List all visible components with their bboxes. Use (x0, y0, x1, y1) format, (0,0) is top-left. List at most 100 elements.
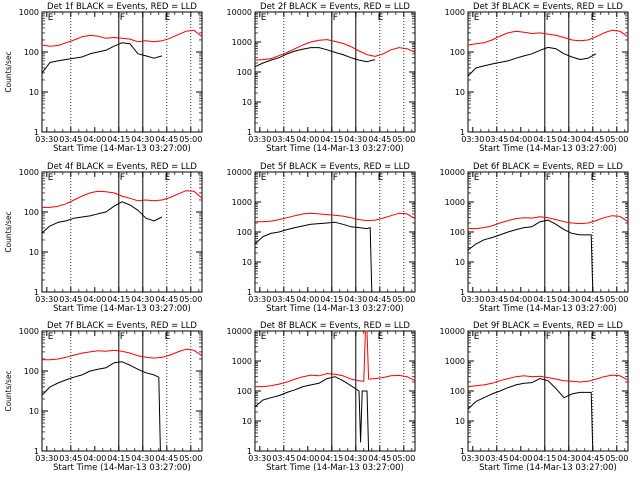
y-tick-label: 10000 (440, 168, 465, 177)
x-tick-label: 04:15 (320, 454, 343, 463)
y-tick-label: 1000 (232, 198, 252, 207)
y-tick-label: 10 (242, 417, 252, 426)
y-tick-label: 10000 (227, 8, 252, 17)
event-marker-label: E (378, 173, 384, 183)
x-tick-label: 04:30 (131, 295, 154, 304)
event-marker-label: F (333, 13, 338, 23)
x-axis-label: Start Time (14-Mar-13 03:27:00) (53, 144, 191, 154)
event-marker-label: F (546, 173, 551, 183)
y-tick-label: 1 (460, 288, 465, 297)
x-tick-label: 05:00 (179, 295, 202, 304)
x-tick-label: 03:30 (248, 295, 271, 304)
event-marker-label: E (48, 13, 54, 23)
x-tick-label: 03:45 (59, 454, 82, 463)
x-tick-label: 03:45 (272, 454, 295, 463)
x-tick-label: 04:30 (131, 454, 154, 463)
plot-frame (41, 11, 203, 133)
y-tick-label: 10000 (440, 327, 465, 336)
x-axis-label: Start Time (14-Mar-13 03:27:00) (53, 463, 191, 473)
event-marker-label: E (261, 13, 267, 23)
x-tick-label: 04:30 (131, 135, 154, 144)
x-tick-label: 03:30 (248, 454, 271, 463)
x-tick-label: 03:45 (272, 135, 295, 144)
event-marker-label: E (165, 13, 171, 23)
y-tick-label: 10 (242, 258, 252, 267)
x-tick-label: 04:00 (509, 135, 532, 144)
lld-rate-line (42, 190, 203, 208)
event-marker-label: E (378, 13, 384, 23)
plot-frame (254, 11, 416, 133)
x-tick-label: 04:15 (533, 454, 556, 463)
y-tick-label: 1 (34, 288, 39, 297)
chart-title: Det 9f BLACK = Events, RED = LLD (473, 321, 623, 331)
event-marker-label: E (165, 332, 171, 342)
x-tick-label: 04:15 (107, 135, 130, 144)
x-tick-label: 03:30 (35, 454, 58, 463)
x-tick-label: 04:30 (344, 454, 367, 463)
plot-frame (467, 330, 629, 452)
x-tick-label: 05:00 (605, 135, 628, 144)
x-tick-label: 03:45 (59, 295, 82, 304)
x-tick-label: 04:15 (533, 135, 556, 144)
x-tick-label: 04:45 (155, 295, 178, 304)
x-tick-label: 03:45 (272, 295, 295, 304)
y-tick-label: 10 (29, 88, 39, 97)
x-axis-label: Start Time (14-Mar-13 03:27:00) (266, 463, 404, 473)
y-tick-label: 10 (455, 258, 465, 267)
x-tick-label: 04:45 (581, 295, 604, 304)
x-tick-label: 04:30 (344, 295, 367, 304)
chart-title: Det 4f BLACK = Events, RED = LLD (47, 162, 197, 172)
y-tick-label: 100 (450, 387, 465, 396)
event-marker-label: F (120, 13, 125, 23)
event-rate-line (467, 46, 597, 77)
x-axis-label: Start Time (14-Mar-13 03:27:00) (266, 304, 404, 314)
plot-frame (467, 11, 629, 133)
x-tick-label: 05:00 (605, 454, 628, 463)
x-tick-label: 03:30 (461, 454, 484, 463)
x-tick-label: 03:30 (461, 295, 484, 304)
event-marker-label: F (333, 332, 338, 342)
event-rate-line (41, 201, 163, 234)
x-tick-label: 03:30 (461, 135, 484, 144)
event-marker-label: E (48, 173, 54, 183)
y-tick-label: 1000 (19, 168, 39, 177)
y-tick-label: 100 (450, 228, 465, 237)
y-tick-label: 100 (237, 228, 252, 237)
x-tick-label: 04:30 (557, 135, 580, 144)
event-marker-label: E (378, 332, 384, 342)
y-tick-label: 10 (455, 88, 465, 97)
y-tick-label: 100 (237, 68, 252, 77)
chart-title: Det 2f BLACK = Events, RED = LLD (260, 2, 410, 12)
plot-frame (41, 330, 203, 452)
y-tick-label: 1000 (445, 198, 465, 207)
x-tick-label: 04:00 (83, 295, 106, 304)
chart-title: Det 1f BLACK = Events, RED = LLD (47, 2, 197, 12)
x-tick-label: 04:00 (509, 295, 532, 304)
x-tick-label: 05:00 (392, 135, 415, 144)
lld-rate-line (42, 348, 203, 361)
event-marker-label: F (120, 173, 125, 183)
x-tick-label: 04:45 (581, 135, 604, 144)
x-tick-label: 05:00 (392, 295, 415, 304)
x-tick-label: 03:45 (59, 135, 82, 144)
x-tick-label: 04:15 (107, 454, 130, 463)
x-tick-label: 03:30 (248, 135, 271, 144)
x-tick-label: 04:00 (509, 454, 532, 463)
lld-rate-line (468, 215, 629, 230)
x-tick-label: 04:15 (107, 295, 130, 304)
x-axis-label: Start Time (14-Mar-13 03:27:00) (479, 144, 617, 154)
event-marker-label: F (333, 173, 338, 183)
event-marker-label: F (546, 13, 551, 23)
event-marker-label: E (591, 13, 597, 23)
y-tick-label: 1 (34, 128, 39, 137)
x-tick-label: 04:00 (83, 454, 106, 463)
event-marker-label: F (546, 332, 551, 342)
x-tick-label: 03:45 (485, 135, 508, 144)
x-tick-label: 04:45 (155, 454, 178, 463)
y-tick-label: 1 (460, 128, 465, 137)
